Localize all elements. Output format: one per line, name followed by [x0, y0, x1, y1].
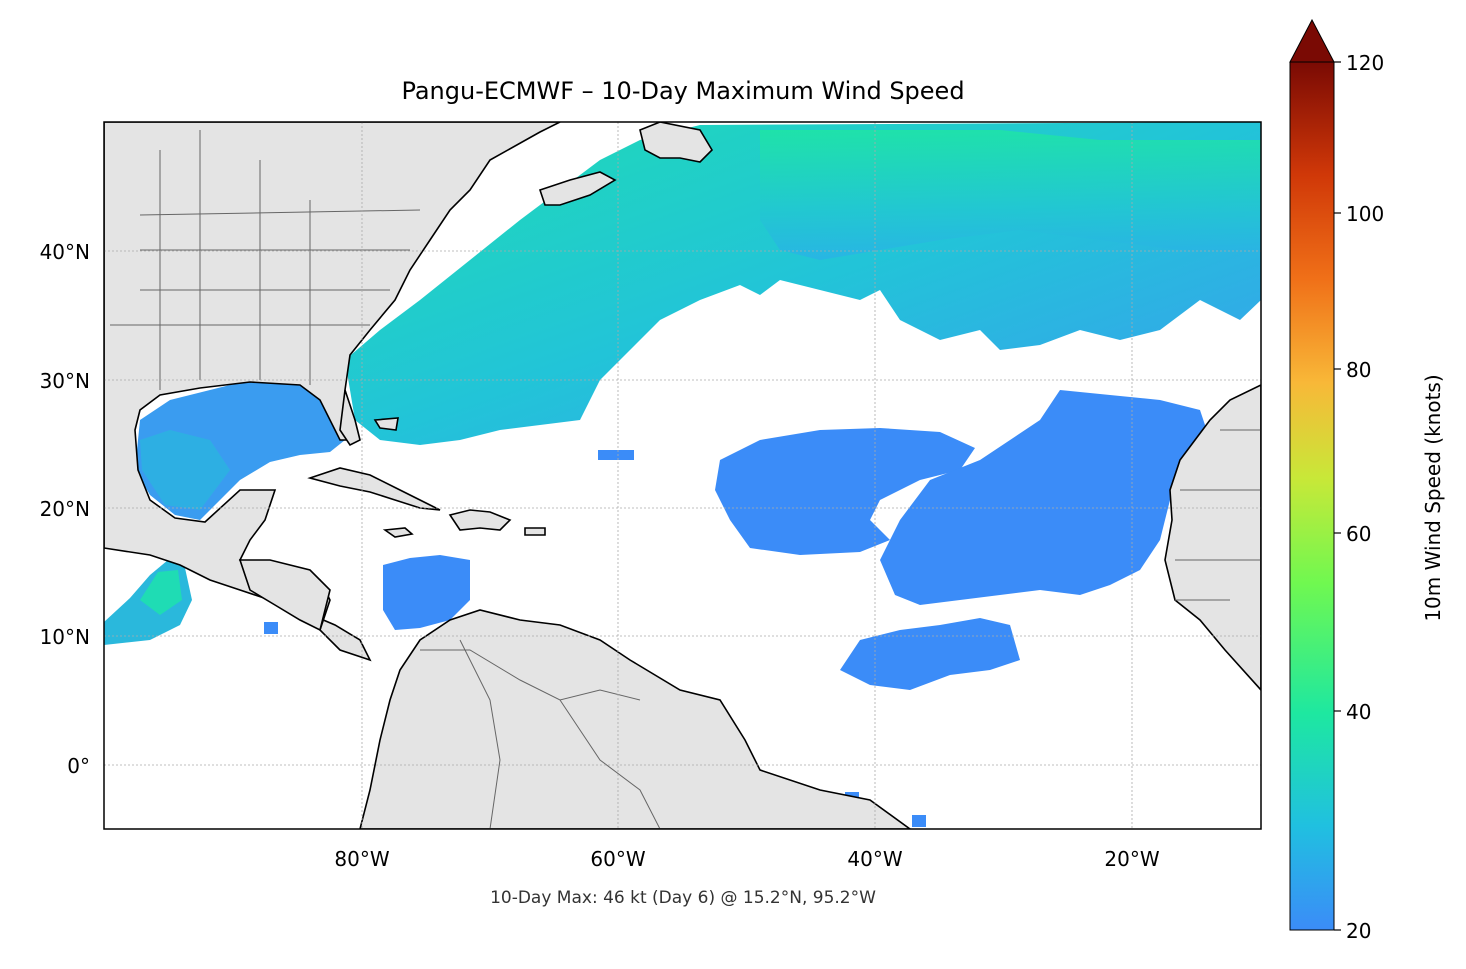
colorbar: 120 100 80 60 40 20 10m Wind Speed (knot…	[1289, 18, 1445, 943]
colorbar-tick: 20	[1346, 919, 1371, 943]
lon-tick-label: 80°W	[334, 847, 389, 871]
map-title: Pangu-ECMWF – 10-Day Maximum Wind Speed	[401, 77, 964, 105]
map-panel	[104, 122, 1261, 829]
colorbar-tick: 40	[1346, 700, 1371, 724]
colorbar-tick: 100	[1346, 202, 1384, 226]
lat-tick-label: 20°N	[40, 497, 90, 521]
lon-tick-label: 20°W	[1104, 847, 1159, 871]
colorbar-tick: 60	[1346, 522, 1371, 546]
colorbar-tick: 120	[1346, 51, 1384, 75]
lat-tick-label: 30°N	[40, 369, 90, 393]
lat-tick-labels: 40°N 30°N 20°N 10°N 0°	[40, 240, 90, 778]
colorbar-gradient	[1289, 61, 1335, 931]
lat-tick-label: 0°	[67, 754, 90, 778]
colorbar-extend-arrow	[1289, 18, 1335, 63]
gridlines	[104, 122, 1261, 829]
lon-tick-labels: 80°W 60°W 40°W 20°W	[334, 847, 1159, 871]
lon-tick-label: 40°W	[847, 847, 902, 871]
lon-tick-label: 60°W	[590, 847, 645, 871]
lat-tick-label: 40°N	[40, 240, 90, 264]
political-borders	[110, 130, 1261, 829]
lat-tick-label: 10°N	[40, 625, 90, 649]
colorbar-label: 10m Wind Speed (knots)	[1421, 374, 1445, 621]
max-wind-footnote: 10-Day Max: 46 kt (Day 6) @ 15.2°N, 95.2…	[490, 888, 876, 908]
colorbar-tick: 80	[1346, 358, 1371, 382]
map-frame	[103, 121, 1262, 830]
